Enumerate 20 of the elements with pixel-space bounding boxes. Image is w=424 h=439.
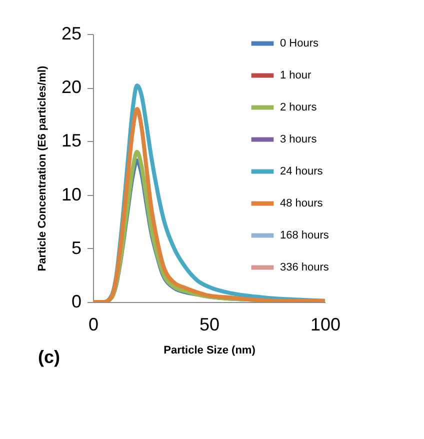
- legend-label: 336 hours: [280, 262, 330, 274]
- x-tick-label: 0: [88, 314, 99, 334]
- y-tick-label: 5: [71, 238, 82, 258]
- y-tick-label: 10: [61, 184, 82, 204]
- y-tick-label: 15: [61, 130, 82, 151]
- y-tick-label: 20: [61, 77, 82, 98]
- x-tick-label: 50: [199, 314, 220, 334]
- legend-label: 48 hours: [280, 198, 324, 210]
- legend-label: 24 hours: [280, 166, 324, 178]
- text: (c): [38, 347, 60, 367]
- legend-label: 3 hours: [280, 134, 318, 146]
- x-tick-label: 100: [310, 314, 341, 334]
- y-tick-label: 0: [71, 292, 82, 312]
- y-axis-title: Particle Concentration (E6 particles/ml): [36, 65, 48, 272]
- legend-label: 168 hours: [280, 230, 330, 242]
- y-tick-label: 25: [61, 24, 82, 44]
- legend-label: 0 Hours: [280, 38, 320, 50]
- legend-label: 2 hours: [280, 102, 318, 114]
- x-axis-title: Particle Size (nm): [164, 344, 256, 356]
- legend-label: 1 hour: [280, 70, 312, 82]
